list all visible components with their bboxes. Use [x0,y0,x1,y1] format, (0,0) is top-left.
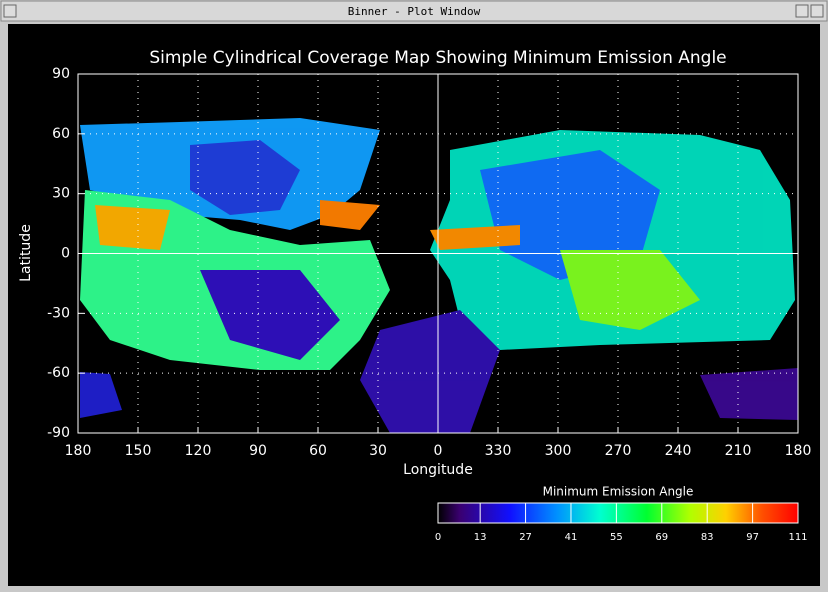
y-tick-label: -60 [47,365,70,381]
maximize-button[interactable] [810,4,824,18]
x-tick-label: 270 [605,443,632,459]
x-axis-label: Longitude [403,462,473,478]
x-tick-label: 330 [485,443,512,459]
coverage-region [360,310,500,433]
coverage-region [700,368,798,420]
y-tick-label: 60 [52,126,70,142]
coverage-region [480,150,660,280]
y-tick-label: 90 [52,66,70,82]
colorbar-tick-label: 83 [701,532,714,543]
x-tick-label: 30 [369,443,387,459]
coverage-region [200,270,340,360]
window-title: Binner - Plot Window [348,5,481,18]
colorbar-tick-label: 111 [788,532,807,543]
colorbar-title: Minimum Emission Angle [543,485,694,499]
coverage-region [320,200,380,230]
coverage-region [190,140,300,215]
coverage-region [95,205,170,250]
y-axis-label: Latitude [18,224,34,282]
x-tick-label: 90 [249,443,267,459]
x-tick-label: 180 [65,443,92,459]
y-tick-label: 0 [61,246,70,262]
minimize-button[interactable] [795,4,809,18]
y-tick-label: -30 [47,305,70,321]
x-tick-label: 0 [434,443,443,459]
colorbar-tick-label: 0 [435,532,441,543]
coverage-region [80,372,122,418]
colorbar-tick-label: 97 [746,532,759,543]
x-tick-label: 300 [545,443,572,459]
x-tick-label: 60 [309,443,327,459]
x-tick-label: 210 [725,443,752,459]
colorbar-tick-label: 69 [655,532,668,543]
coverage-map [80,118,798,433]
colorbar-tick-label: 55 [610,532,623,543]
coverage-region [560,250,700,330]
colorbar-tick-label: 41 [565,532,578,543]
coverage-region [430,225,520,250]
x-tick-label: 180 [785,443,812,459]
colorbar-tick-label: 13 [474,532,487,543]
chart-title: Simple Cylindrical Coverage Map Showing … [149,48,726,68]
x-tick-label: 240 [665,443,692,459]
y-tick-label: 30 [52,186,70,202]
x-tick-label: 120 [185,443,212,459]
window-menu-button[interactable] [3,4,17,18]
y-tick-label: -90 [47,425,70,441]
colorbar-tick-label: 27 [519,532,532,543]
colorbar [437,502,799,524]
title-bar [0,0,828,22]
x-tick-label: 150 [125,443,152,459]
